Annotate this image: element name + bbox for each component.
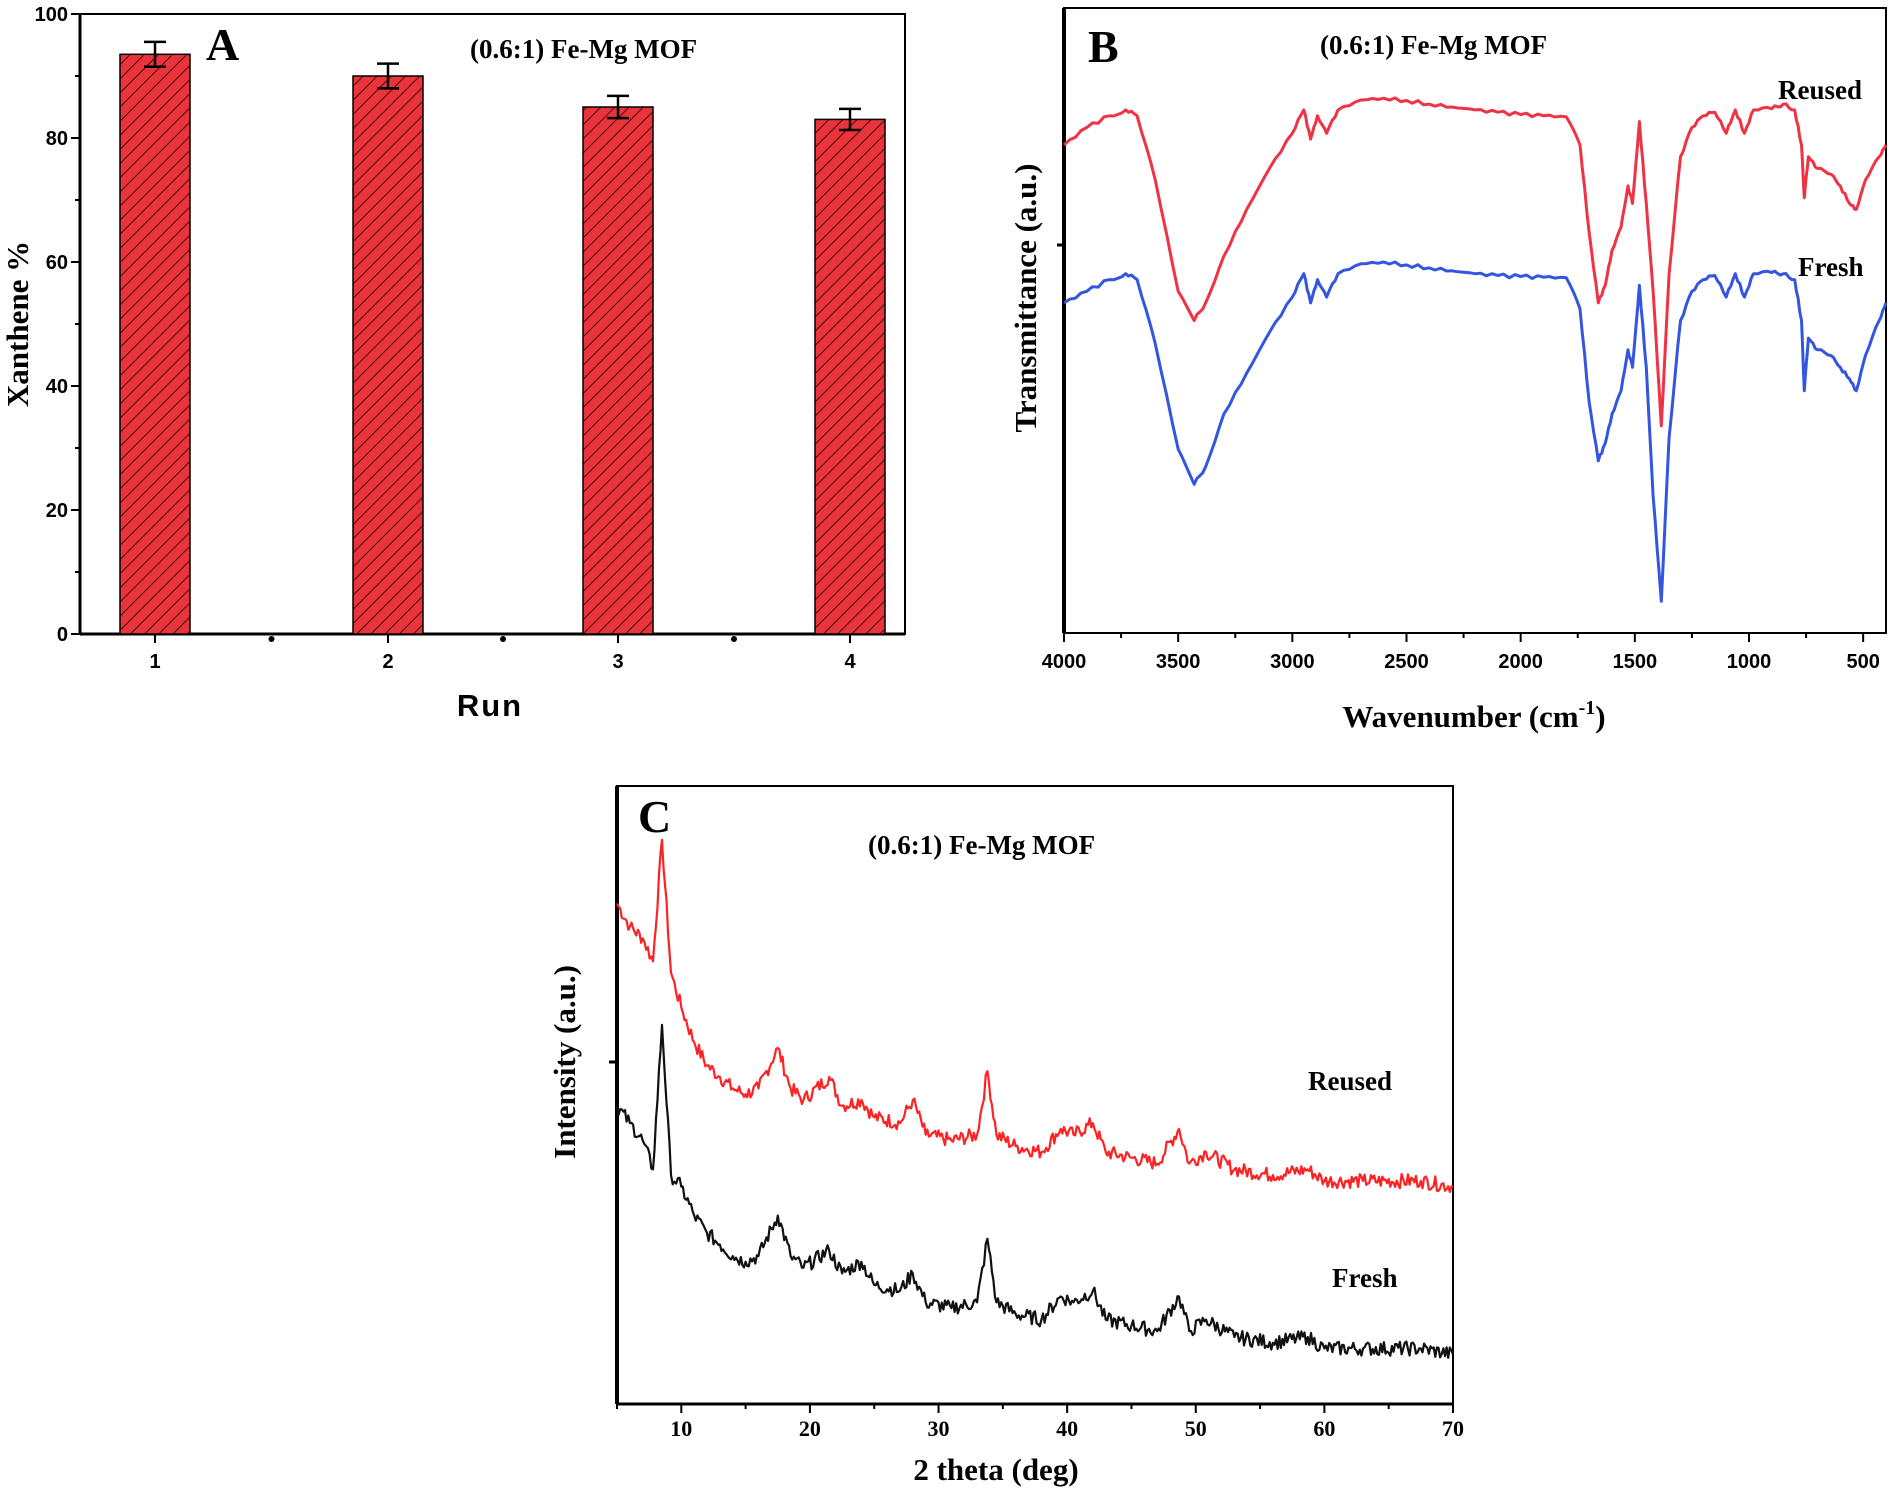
series-fresh [615, 1023, 1455, 1359]
panel-c-series-label-reused: Reused [1308, 1066, 1392, 1096]
x-tick-label-10: 10 [670, 1416, 692, 1441]
x-tick-label-60: 60 [1313, 1416, 1335, 1441]
y-tick-label-80: 80 [46, 128, 68, 150]
panel-c-x-axis-label: 2 theta (deg) [913, 1452, 1078, 1487]
y-tick-label-60: 60 [46, 252, 68, 274]
panel-c-series [615, 838, 1455, 1359]
panel-b-x-axis-label-end: ) [1595, 699, 1605, 734]
y-tick-label-100: 100 [35, 4, 68, 26]
x-minor-tick [268, 636, 275, 642]
x-minor-tick [731, 636, 737, 642]
x-tick-label-500: 500 [1846, 651, 1879, 673]
panel-c-letter: C [638, 791, 671, 842]
x-tick-label-1: 1 [149, 651, 160, 673]
bar-run-4 [814, 118, 886, 635]
panel-a-y-axis-label: Xanthene % [0, 241, 35, 407]
bar-run-3 [582, 106, 654, 635]
panel-a-bars [119, 40, 886, 635]
x-tick-label-2500: 2500 [1384, 651, 1429, 673]
x-tick-label-4: 4 [844, 651, 856, 673]
panel-a: 0 20 40 60 80 100 1 2 3 4 A (0.6:1) Fe-Mg MOF Ru… [0, 4, 906, 723]
x-tick-label-4000: 4000 [1042, 651, 1087, 673]
y-tick-label-0: 0 [57, 624, 68, 646]
panel-a-x-axis-label: Run [457, 688, 523, 723]
x-tick-label-2000: 2000 [1498, 651, 1543, 673]
panel-b-x-axis-label: Wavenumber (cm-1) [1342, 697, 1605, 734]
panel-b-x-axis-label-sup: -1 [1579, 697, 1596, 719]
x-tick-label-3: 3 [612, 651, 623, 673]
panel-a-letter: A [206, 19, 239, 70]
panel-a-title: (0.6:1) Fe-Mg MOF [470, 34, 697, 64]
panel-a-y-ticks: 0 20 40 60 80 100 [35, 4, 80, 646]
x-tick-label-1000: 1000 [1727, 651, 1772, 673]
panel-b-series [1062, 96, 1888, 603]
panel-b: 4000 3500 3000 2500 2000 1500 1000 500 B (0.6:1… [1008, 7, 1888, 734]
panel-c-series-label-fresh: Fresh [1332, 1263, 1398, 1293]
y-tick-label-20: 20 [46, 500, 68, 522]
panel-a-x-ticks: 1 2 3 4 [149, 634, 856, 673]
panel-b-y-axis-label: Transmittance (a.u.) [1008, 164, 1043, 433]
panel-c: 10 20 30 40 50 60 70 C (0.6:1) Fe-Mg MOF Reuse… [547, 785, 1464, 1487]
x-minor-tick [500, 636, 506, 642]
panel-b-x-axis-label-main: Wavenumber (cm [1342, 699, 1578, 734]
panel-b-series-label-reused: Reused [1778, 75, 1862, 105]
bar-run-2 [352, 75, 424, 635]
x-tick-label-3500: 3500 [1156, 651, 1201, 673]
panel-c-y-axis-label: Intensity (a.u.) [547, 965, 582, 1159]
y-tick-label-40: 40 [46, 376, 68, 398]
panel-a-plot-frame [79, 13, 906, 635]
x-tick-label-20: 20 [799, 1416, 821, 1441]
panel-c-title: (0.6:1) Fe-Mg MOF [868, 830, 1095, 860]
bar-run-1 [119, 53, 191, 635]
panel-b-x-ticks: 4000 3500 3000 2500 2000 1500 1000 500 [1042, 633, 1880, 673]
panel-b-plot-frame [1063, 7, 1887, 634]
panel-b-series-label-fresh: Fresh [1798, 252, 1864, 282]
panel-b-letter: B [1088, 21, 1119, 72]
panel-c-x-ticks: 10 20 30 40 50 60 70 [616, 1404, 1464, 1441]
x-tick-label-50: 50 [1185, 1416, 1207, 1441]
series-reused [1062, 96, 1888, 428]
x-tick-label-30: 30 [928, 1416, 950, 1441]
x-tick-label-40: 40 [1056, 1416, 1078, 1441]
x-tick-label-3000: 3000 [1270, 651, 1315, 673]
series-reused [616, 838, 1454, 1194]
x-tick-label-70: 70 [1442, 1416, 1464, 1441]
series-fresh [1063, 260, 1888, 603]
x-tick-label-1500: 1500 [1613, 651, 1658, 673]
panel-b-title: (0.6:1) Fe-Mg MOF [1320, 30, 1547, 60]
x-tick-label-2: 2 [382, 651, 393, 673]
